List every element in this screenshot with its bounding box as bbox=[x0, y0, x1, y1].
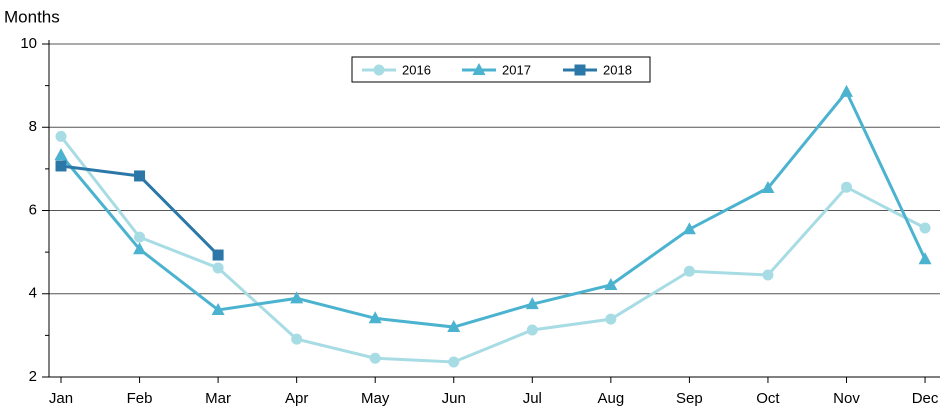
legend-marker bbox=[472, 63, 486, 75]
data-point bbox=[683, 265, 695, 277]
legend-box bbox=[351, 56, 651, 83]
x-tick-label: Jul bbox=[523, 390, 542, 407]
data-point bbox=[54, 148, 68, 161]
data-point bbox=[919, 222, 931, 234]
data-point bbox=[447, 320, 461, 333]
x-tick-label: Apr bbox=[285, 390, 308, 407]
x-tick-label: Nov bbox=[833, 390, 860, 407]
y-tick-label: 2 bbox=[29, 368, 37, 385]
y-tick-label: 10 bbox=[20, 35, 37, 52]
y-tick-label: 4 bbox=[29, 285, 37, 302]
data-point bbox=[211, 302, 225, 315]
data-point bbox=[448, 356, 460, 368]
series-line bbox=[59, 135, 926, 364]
x-tick-label: Aug bbox=[597, 390, 624, 407]
data-point bbox=[761, 181, 775, 194]
data-point bbox=[134, 170, 146, 182]
x-tick-label: Feb bbox=[127, 390, 153, 407]
data-point bbox=[840, 84, 853, 97]
data-point bbox=[212, 249, 224, 261]
data-point bbox=[212, 262, 224, 274]
y-tick-label: 8 bbox=[29, 118, 37, 135]
data-point bbox=[134, 231, 146, 243]
data-point bbox=[368, 311, 382, 324]
data-point bbox=[682, 222, 696, 235]
data-point bbox=[55, 160, 67, 172]
legend-marker bbox=[574, 64, 586, 76]
data-point bbox=[291, 333, 303, 345]
x-tick-label: Jan bbox=[49, 390, 73, 407]
data-point bbox=[369, 352, 381, 364]
data-point bbox=[290, 291, 304, 304]
data-point bbox=[133, 242, 147, 255]
data-point bbox=[604, 278, 618, 291]
legend-label: 2018 bbox=[603, 62, 632, 77]
data-point bbox=[605, 313, 617, 325]
x-tick-label: Dec bbox=[912, 390, 939, 407]
data-point bbox=[526, 324, 538, 336]
legend-label: 2016 bbox=[402, 62, 431, 77]
series-line bbox=[59, 89, 927, 329]
data-point bbox=[525, 297, 539, 310]
legend-label: 2017 bbox=[502, 62, 531, 77]
x-tick-label: Mar bbox=[205, 390, 231, 407]
y-tick-label: 6 bbox=[29, 201, 37, 218]
data-point bbox=[762, 269, 774, 281]
data-point bbox=[841, 181, 852, 193]
y-axis-label: Months bbox=[4, 7, 60, 26]
data-point bbox=[918, 252, 932, 265]
x-tick-label: Sep bbox=[676, 390, 703, 407]
x-tick-label: Oct bbox=[756, 390, 780, 407]
data-point bbox=[55, 130, 67, 142]
x-tick-label: May bbox=[361, 390, 390, 407]
x-tick-label: Jun bbox=[442, 390, 466, 407]
legend-marker bbox=[373, 64, 385, 76]
